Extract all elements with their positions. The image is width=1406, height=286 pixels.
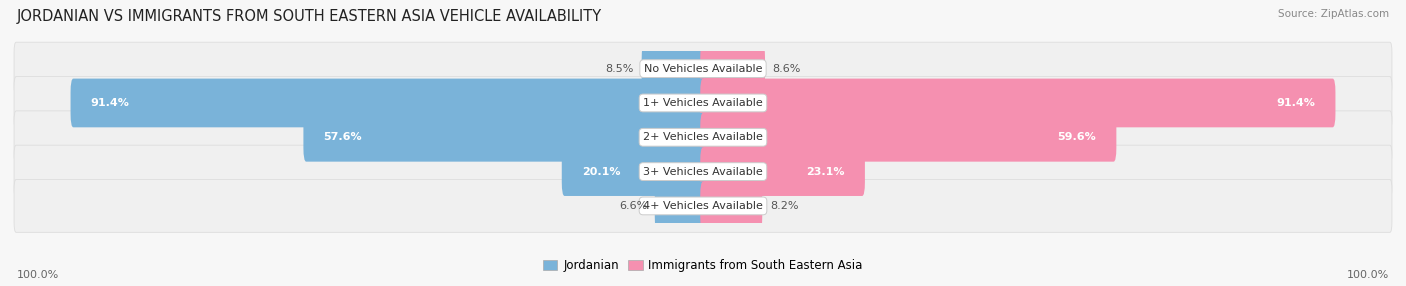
FancyBboxPatch shape <box>700 79 1336 127</box>
FancyBboxPatch shape <box>14 145 1392 198</box>
FancyBboxPatch shape <box>14 180 1392 232</box>
Text: 3+ Vehicles Available: 3+ Vehicles Available <box>643 167 763 176</box>
FancyBboxPatch shape <box>562 147 706 196</box>
Text: 8.5%: 8.5% <box>606 64 634 74</box>
Text: 6.6%: 6.6% <box>619 201 647 211</box>
Text: JORDANIAN VS IMMIGRANTS FROM SOUTH EASTERN ASIA VEHICLE AVAILABILITY: JORDANIAN VS IMMIGRANTS FROM SOUTH EASTE… <box>17 9 602 23</box>
Text: 100.0%: 100.0% <box>1347 270 1389 280</box>
FancyBboxPatch shape <box>14 77 1392 129</box>
FancyBboxPatch shape <box>304 113 706 162</box>
Text: 8.2%: 8.2% <box>770 201 799 211</box>
FancyBboxPatch shape <box>14 42 1392 95</box>
FancyBboxPatch shape <box>700 182 762 230</box>
Text: Source: ZipAtlas.com: Source: ZipAtlas.com <box>1278 9 1389 19</box>
FancyBboxPatch shape <box>700 113 1116 162</box>
FancyBboxPatch shape <box>70 79 706 127</box>
Text: 2+ Vehicles Available: 2+ Vehicles Available <box>643 132 763 142</box>
Text: 20.1%: 20.1% <box>582 167 620 176</box>
Text: 8.6%: 8.6% <box>772 64 801 74</box>
Legend: Jordanian, Immigrants from South Eastern Asia: Jordanian, Immigrants from South Eastern… <box>543 259 863 272</box>
FancyBboxPatch shape <box>700 44 765 93</box>
Text: 59.6%: 59.6% <box>1057 132 1097 142</box>
FancyBboxPatch shape <box>14 111 1392 164</box>
Text: 57.6%: 57.6% <box>323 132 361 142</box>
FancyBboxPatch shape <box>700 147 865 196</box>
Text: 23.1%: 23.1% <box>807 167 845 176</box>
Text: 91.4%: 91.4% <box>90 98 129 108</box>
FancyBboxPatch shape <box>641 44 706 93</box>
Text: 100.0%: 100.0% <box>17 270 59 280</box>
FancyBboxPatch shape <box>655 182 706 230</box>
Text: 91.4%: 91.4% <box>1277 98 1316 108</box>
Text: 1+ Vehicles Available: 1+ Vehicles Available <box>643 98 763 108</box>
Text: 4+ Vehicles Available: 4+ Vehicles Available <box>643 201 763 211</box>
Text: No Vehicles Available: No Vehicles Available <box>644 64 762 74</box>
